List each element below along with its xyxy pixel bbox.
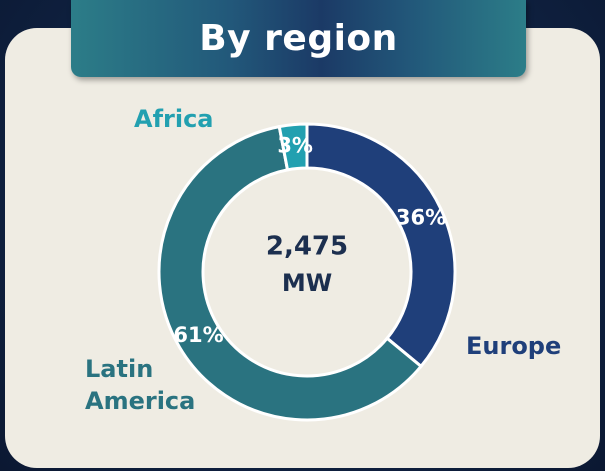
center-unit: MW	[282, 269, 332, 297]
chart-title: By region	[199, 18, 398, 59]
category-label: Latin America	[85, 355, 196, 415]
category-label: Europe	[466, 332, 562, 360]
donut-slice	[277, 122, 309, 172]
center-value: 2,475	[266, 232, 348, 262]
category-label: Africa	[134, 105, 214, 133]
value-label: 61%	[173, 323, 223, 347]
value-label: 3%	[277, 134, 313, 158]
title-banner: By region	[71, 0, 526, 77]
donut-slice	[305, 122, 457, 369]
value-label: 36%	[396, 205, 446, 229]
donut-slice	[157, 124, 424, 422]
